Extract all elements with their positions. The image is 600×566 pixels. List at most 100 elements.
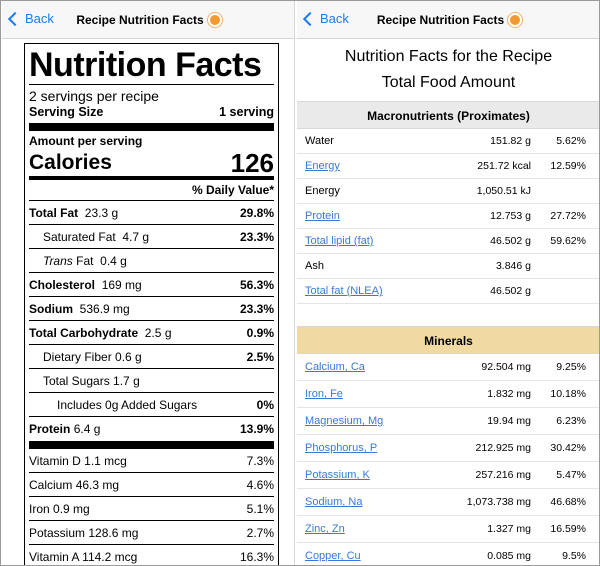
recipe-heading: Nutrition Facts for the Recipe Total Foo… — [297, 39, 599, 101]
nutrient-link[interactable]: Total lipid (fat) — [305, 235, 374, 247]
nutrient-row-total-sugars: Total Sugars 1.7 g — [29, 369, 274, 393]
macro-row-total-lipid: Total lipid (fat) 46.502 g 59.62% — [297, 229, 599, 254]
divider-medium — [29, 176, 274, 180]
nutrient-amount: 2.5 g — [144, 326, 172, 340]
mineral-pct: 16.59% — [550, 523, 586, 535]
amount-per-serving: Amount per serving — [29, 134, 143, 148]
nutrient-row-trans-fat: Trans Fat 0.4 g — [29, 249, 274, 273]
serving-size: Serving Size 1 serving — [29, 105, 274, 123]
nutrient-pct: 5.62% — [556, 135, 586, 147]
vitamin-name: Vitamin A — [29, 550, 79, 564]
vitamin-amount: 0.9 mg — [53, 502, 90, 516]
right-back-button[interactable]: Back — [302, 11, 349, 26]
vitamin-row: Potassium 128.6 mg 2.7% — [29, 521, 274, 545]
nutrient-dv: 23.3% — [239, 230, 274, 244]
nutrient-amount: 0.4 g — [100, 254, 127, 268]
nutrient-dv: 56.3% — [239, 278, 274, 292]
mineral-pct: 9.5% — [562, 550, 586, 562]
nutrient-name: Includes 0g Added Sugars — [57, 398, 198, 412]
nutrient-row-saturated-fat: Saturated Fat 4.7 g 23.3% — [29, 225, 274, 249]
vitamin-dv: 5.1% — [246, 502, 274, 516]
macro-row-total-fat-nlea: Total fat (NLEA) 46.502 g — [297, 279, 599, 304]
mineral-row: Phosphorus, P 212.925 mg 30.42% — [297, 435, 599, 462]
vitamin-name: Iron — [29, 502, 50, 516]
mineral-row: Copper, Cu 0.085 mg 9.5% — [297, 543, 599, 565]
nutrient-link[interactable]: Protein — [305, 210, 340, 222]
mineral-amount: 92.504 mg — [481, 361, 531, 373]
nutrient-name: Trans — [43, 254, 73, 268]
vitamin-amount: 128.6 mg — [88, 526, 139, 540]
vitamin-name: Vitamin D — [29, 454, 81, 468]
vitamin-row: Vitamin A 114.2 mcg 16.3% — [29, 545, 274, 565]
nutrient-dv: 0.9% — [246, 326, 274, 340]
nutrient-amount: 169 mg — [101, 278, 142, 292]
nutrient-amount: 1.7 g — [113, 374, 140, 388]
mineral-link[interactable]: Calcium, Ca — [305, 361, 365, 373]
nutrient-amount: 12.753 g — [490, 210, 531, 222]
nutrient-amount: 46.502 g — [490, 235, 531, 247]
mineral-amount: 1,073.738 mg — [466, 496, 531, 508]
nutrient-amount: 0.6 g — [115, 350, 142, 364]
nutrient-link[interactable]: Total fat (NLEA) — [305, 285, 383, 297]
nutrient-pct — [531, 254, 592, 278]
nutrient-amount: 151.82 g — [490, 135, 531, 147]
nutrient-pct: 27.72% — [550, 210, 586, 222]
mineral-link[interactable]: Potassium, K — [305, 469, 370, 481]
mineral-row: Sodium, Na 1,073.738 mg 46.68% — [297, 489, 599, 516]
calories-label: Calories — [29, 151, 112, 174]
nutrient-link[interactable]: Energy — [305, 160, 340, 172]
mineral-amount: 19.94 mg — [487, 415, 531, 427]
divider-thick — [29, 123, 274, 131]
nutrient-name: Dietary Fiber — [43, 350, 112, 364]
macro-row-energy-kcal: Energy 251.72 kcal 12.59% — [297, 154, 599, 179]
mineral-pct: 46.68% — [550, 496, 586, 508]
sun-icon[interactable] — [510, 14, 521, 25]
mineral-link[interactable]: Sodium, Na — [305, 496, 363, 508]
vitamin-dv: 4.6% — [246, 478, 274, 492]
vitamin-name: Potassium — [29, 526, 86, 540]
nutrient-row-total-carbohydrate: Total Carbohydrate 2.5 g 0.9% — [29, 321, 274, 345]
vitamin-amount: 114.2 mcg — [82, 550, 138, 564]
nutrient-amount: 6.4 g — [73, 422, 101, 436]
mineral-pct: 30.42% — [550, 442, 586, 454]
nutrient-pct: 12.59% — [550, 160, 586, 172]
chevron-left-icon — [302, 11, 318, 26]
mineral-link[interactable]: Zinc, Zn — [305, 523, 345, 535]
nutrient-row-total-fat: Total Fat 23.3 g 29.8% — [29, 201, 274, 225]
right-navbar: Back Recipe Nutrition Facts — [297, 1, 599, 39]
nav-title-text: Recipe Nutrition Facts — [376, 12, 505, 27]
mineral-link[interactable]: Iron, Fe — [305, 388, 343, 400]
nutrient-name: Protein — [29, 422, 71, 436]
back-label: Back — [25, 11, 54, 26]
nutrient-pct — [531, 179, 592, 203]
macro-row-energy-kj: Energy 1,050.51 kJ — [297, 179, 599, 204]
nutrient-dv: 13.9% — [239, 422, 274, 436]
mineral-amount: 1.327 mg — [487, 523, 531, 535]
nutrient-amount: 4.7 g — [122, 230, 150, 244]
mineral-link[interactable]: Copper, Cu — [305, 550, 361, 562]
mineral-link[interactable]: Magnesium, Mg — [305, 415, 384, 427]
mineral-amount: 212.925 mg — [475, 442, 531, 454]
nutrient-amount: 1,050.51 kJ — [476, 185, 531, 197]
macro-row-water: Water 151.82 g 5.62% — [297, 129, 599, 154]
nutrient-row-sodium: Sodium 536.9 mg 23.3% — [29, 297, 274, 321]
mineral-amount: 0.085 mg — [487, 550, 531, 562]
mineral-pct: 6.23% — [556, 415, 586, 427]
sun-icon[interactable] — [209, 14, 220, 25]
nutrition-label: Nutrition Facts 2 servings per recipe Se… — [24, 43, 279, 565]
mineral-row: Iron, Fe 1.832 mg 10.18% — [297, 381, 599, 408]
nutrient-name: Sodium — [29, 302, 73, 316]
calories-value: 126 — [230, 148, 274, 178]
mineral-pct: 5.47% — [556, 469, 586, 481]
left-back-button[interactable]: Back — [7, 11, 54, 26]
nutrient-pct — [531, 279, 592, 303]
mineral-amount: 1.832 mg — [487, 388, 531, 400]
nutrient-name: Energy — [305, 185, 340, 197]
calories-row: Calories 126 — [29, 148, 274, 176]
mineral-link[interactable]: Phosphorus, P — [305, 442, 378, 454]
minerals-list: Calcium, Ca 92.504 mg 9.25% Iron, Fe 1.8… — [297, 354, 599, 565]
nav-title: Recipe Nutrition Facts — [297, 12, 599, 27]
recipe-heading-line2: Total Food Amount — [381, 74, 516, 91]
nutrient-row-added-sugars: Includes 0g Added Sugars 0% — [29, 393, 274, 417]
